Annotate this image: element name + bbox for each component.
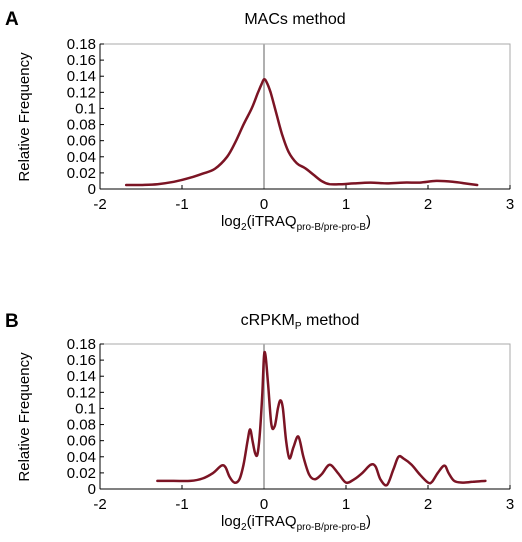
plot-marks bbox=[124, 44, 479, 189]
y-tick-label: 0.02 bbox=[67, 165, 96, 182]
y-tick-label: 0.14 bbox=[67, 368, 96, 385]
x-axis-label: log2(iTRAQpro-B/pre-pro-B) bbox=[221, 213, 371, 233]
y-tick-label: 0.12 bbox=[67, 384, 96, 401]
x-tick-label: -2 bbox=[93, 196, 106, 213]
y-tick-label: 0.16 bbox=[67, 52, 96, 69]
y-axis-label: Relative Frequency bbox=[16, 352, 33, 482]
y-ticks: 00.020.040.060.080.10.120.140.160.18 bbox=[67, 336, 104, 498]
y-ticks: 00.020.040.060.080.10.120.140.160.18 bbox=[67, 36, 104, 198]
x-ticks: -2 -1 0 1 2 3 bbox=[93, 485, 514, 513]
x-tick-label: -1 bbox=[175, 196, 188, 213]
x-tick-label: -2 bbox=[93, 496, 106, 513]
y-tick-label: 0.18 bbox=[67, 36, 96, 53]
y-tick-label: 0.06 bbox=[67, 133, 96, 150]
y-tick-label: 0.18 bbox=[67, 336, 96, 353]
chart-title: MACs method bbox=[244, 11, 345, 28]
chart-title: cRPKMP method bbox=[241, 312, 360, 332]
y-tick-label: 0.08 bbox=[67, 117, 96, 134]
chart-panel-a: A MACs method 00.020.040.060.080.10.120.… bbox=[5, 9, 514, 233]
y-tick-label: 0 bbox=[88, 481, 96, 498]
x-tick-label: 0 bbox=[260, 496, 268, 513]
plot-marks bbox=[156, 344, 487, 489]
y-tick-label: 0.12 bbox=[67, 84, 96, 101]
x-tick-label: 2 bbox=[424, 496, 432, 513]
y-tick-label: 0.04 bbox=[67, 449, 96, 466]
y-tick-label: 0.08 bbox=[67, 417, 96, 434]
x-tick-label: 2 bbox=[424, 196, 432, 213]
y-tick-label: 0 bbox=[88, 181, 96, 198]
y-tick-label: 0.14 bbox=[67, 68, 96, 85]
x-tick-label: 0 bbox=[260, 196, 268, 213]
x-tick-label: 3 bbox=[506, 196, 514, 213]
y-tick-label: 0.06 bbox=[67, 433, 96, 450]
panel-label: A bbox=[5, 9, 19, 30]
x-tick-label: 1 bbox=[342, 196, 350, 213]
y-tick-label: 0.02 bbox=[67, 465, 96, 482]
x-tick-label: 3 bbox=[506, 496, 514, 513]
plot-frame bbox=[99, 343, 511, 490]
panel-label: B bbox=[5, 311, 19, 332]
y-tick-label: 0.16 bbox=[67, 352, 96, 369]
density-line bbox=[156, 350, 487, 487]
x-tick-label: 1 bbox=[342, 496, 350, 513]
y-tick-label: 0.1 bbox=[75, 100, 96, 117]
y-axis-label: Relative Frequency bbox=[16, 52, 33, 182]
y-tick-label: 0.04 bbox=[67, 149, 96, 166]
chart-panel-b: B cRPKMP method 00.020.040.060.080.10.12… bbox=[5, 311, 514, 533]
x-axis-label: log2(iTRAQpro-B/pre-pro-B) bbox=[221, 513, 371, 533]
y-tick-label: 0.1 bbox=[75, 400, 96, 417]
x-tick-label: -1 bbox=[175, 496, 188, 513]
density-line bbox=[124, 78, 479, 187]
